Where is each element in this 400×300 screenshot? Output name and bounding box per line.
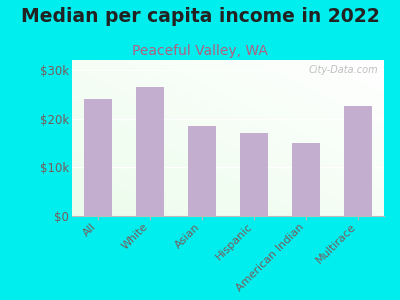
Bar	[240, 133, 268, 216]
Bar	[188, 126, 216, 216]
Text: City-Data.com: City-Data.com	[308, 65, 378, 75]
Text: Peaceful Valley, WA: Peaceful Valley, WA	[132, 44, 268, 58]
Text: Median per capita income in 2022: Median per capita income in 2022	[21, 8, 379, 26]
Bar	[292, 143, 320, 216]
Bar	[84, 99, 112, 216]
Bar	[136, 87, 164, 216]
Bar	[344, 106, 372, 216]
